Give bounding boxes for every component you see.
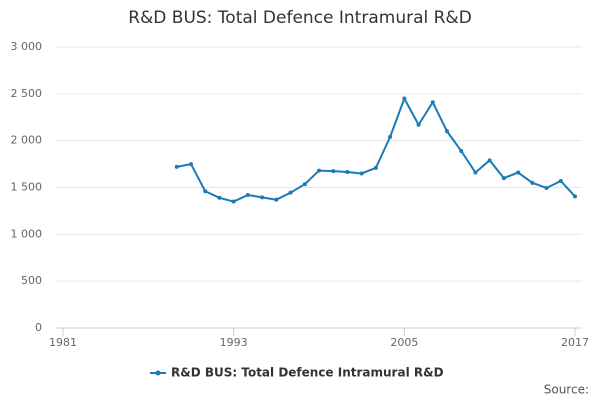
point — [459, 148, 464, 153]
point — [245, 192, 250, 197]
x-tick-label: 1981 — [49, 336, 77, 349]
point — [189, 162, 193, 167]
point — [302, 182, 307, 187]
source: Source: — [544, 383, 589, 397]
x-tick-label: 2005 — [390, 336, 418, 349]
point — [203, 189, 208, 194]
point — [331, 169, 336, 174]
point — [430, 100, 435, 105]
point — [516, 170, 521, 175]
point — [544, 185, 549, 190]
point — [473, 170, 478, 175]
y-tick-label: 1 000 — [11, 227, 43, 240]
line — [176, 96, 576, 203]
point — [388, 134, 393, 139]
point — [402, 96, 407, 101]
y-tick-label: 0 — [35, 321, 42, 334]
y-tick-label: 2 500 — [11, 87, 43, 100]
point — [445, 129, 449, 134]
y-tick-label: 2 000 — [11, 134, 43, 147]
x-tick-label: 2017 — [561, 336, 589, 349]
x-tick-label: 1993 — [220, 336, 248, 349]
point — [359, 171, 364, 176]
point — [231, 199, 236, 204]
y-tick-label: 3 000 — [11, 40, 43, 53]
point — [288, 190, 293, 195]
point — [558, 178, 563, 183]
point — [260, 195, 265, 200]
point — [373, 165, 378, 170]
point — [274, 197, 279, 202]
point — [174, 164, 179, 169]
point — [530, 180, 535, 185]
point — [573, 194, 577, 199]
point — [416, 122, 421, 127]
y-tick-label: 1 500 — [11, 181, 43, 194]
chart-title: R&D BUS: Total Defence Intramural R&D — [128, 8, 472, 28]
legend-label: R&D BUS: Total Defence Intramural R&D — [171, 366, 444, 380]
y-tick-label: 500 — [21, 274, 42, 287]
point — [487, 158, 492, 163]
point — [317, 168, 321, 173]
point — [345, 170, 350, 175]
legend-marker — [155, 370, 161, 376]
point — [501, 176, 506, 181]
point — [217, 195, 222, 200]
